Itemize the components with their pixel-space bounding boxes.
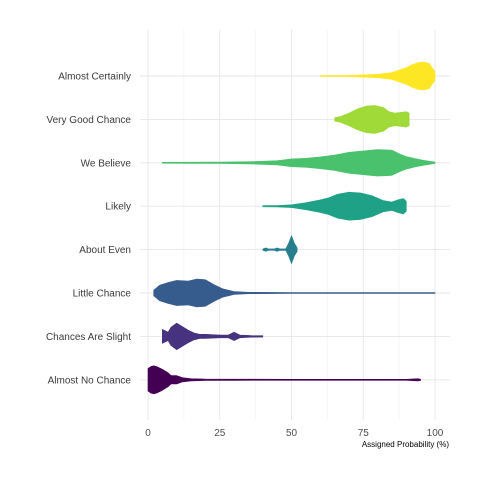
x-tick-label-0: 0 (145, 428, 151, 439)
y-tick-label-almost-no-chance: Almost No Chance (48, 375, 132, 386)
y-tick-label-chances-are-slight: Chances Are Slight (46, 332, 131, 343)
violin-likely (262, 191, 407, 221)
gridlines (140, 30, 450, 420)
violin-little-chance (153, 278, 436, 308)
y-tick-label-almost-certainly: Almost Certainly (58, 72, 131, 83)
x-axis-tick-labels: 0 25 50 75 100 (145, 428, 444, 439)
violins (147, 61, 436, 395)
violin-almost-no-chance (147, 365, 421, 395)
x-axis-title: Assigned Probability (%) (362, 440, 449, 449)
y-tick-label-little-chance: Little Chance (73, 289, 132, 300)
y-tick-label-we-believe: We Believe (81, 158, 132, 169)
violin-we-believe (162, 149, 436, 177)
y-tick-label-about-even: About Even (79, 245, 131, 256)
y-tick-label-likely: Likely (105, 202, 131, 213)
x-tick-label-25: 25 (214, 428, 226, 439)
y-tick-label-very-good-chance: Very Good Chance (47, 115, 132, 126)
violin-very-good-chance (334, 105, 410, 134)
y-axis-tick-labels: Almost Certainly Very Good Chance We Belie… (46, 72, 131, 387)
x-tick-label-75: 75 (358, 428, 370, 439)
violin-about-even (262, 235, 298, 264)
violin-chances-are-slight (162, 322, 264, 350)
violin-almost-certainly (319, 61, 436, 91)
x-tick-label-100: 100 (427, 428, 444, 439)
x-tick-label-50: 50 (286, 428, 298, 439)
